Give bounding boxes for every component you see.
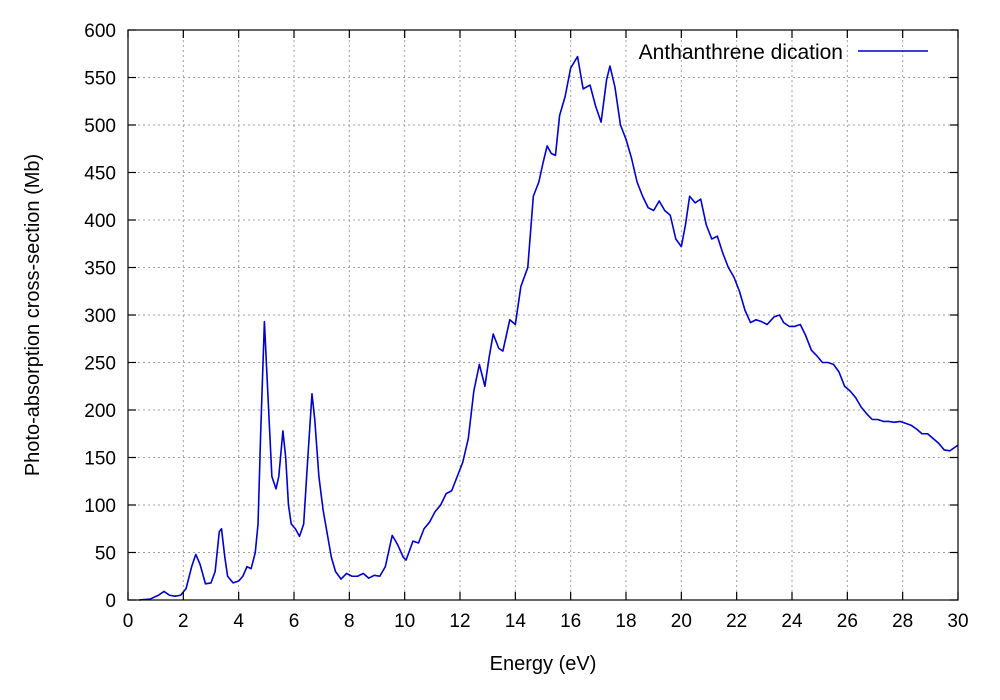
x-tick-label: 24: [781, 611, 803, 632]
x-tick-label: 28: [892, 611, 913, 632]
y-tick-label: 100: [84, 496, 116, 517]
x-tick-label: 4: [233, 611, 244, 632]
x-tick-label: 2: [178, 611, 189, 632]
y-tick-label: 450: [84, 164, 116, 185]
x-tick-layer: 0 2 4 6 8 10 12 14 16 18 20 22 24 26 28 30: [123, 30, 969, 632]
y-tick-label: 550: [84, 69, 116, 90]
x-tick-label: 12: [449, 611, 470, 632]
x-tick-label: 18: [615, 611, 636, 632]
x-tick-label: 6: [289, 611, 300, 632]
series-line: [139, 55, 959, 601]
x-tick-label: 0: [123, 611, 134, 632]
x-tick-label: 22: [726, 611, 747, 632]
y-tick-label: 600: [84, 21, 116, 42]
y-tick-label: 400: [84, 211, 116, 232]
x-axis-title: Energy (eV): [490, 653, 597, 675]
grid-layer: [128, 30, 958, 600]
y-axis-title: Photo-absorption cross-section (Mb): [22, 154, 44, 476]
y-tick-label: 300: [84, 306, 116, 327]
y-tick-label: 500: [84, 116, 116, 137]
y-tick-label: 50: [95, 544, 116, 565]
x-tick-label: 30: [947, 611, 968, 632]
x-tick-label: 26: [837, 611, 858, 632]
y-tick-label: 0: [105, 591, 116, 612]
y-tick-label: 150: [84, 449, 116, 470]
y-tick-label: 200: [84, 401, 116, 422]
series-layer: [139, 55, 959, 601]
x-tick-label: 20: [671, 611, 692, 632]
legend: Anthanthrene dication: [639, 41, 928, 64]
x-tick-label: 8: [344, 611, 355, 632]
y-tick-layer: 0 50 100 150 200 250 300 350 400 450 500 550 600: [84, 21, 958, 612]
x-tick-label: 14: [505, 611, 527, 632]
x-tick-label: 10: [394, 611, 415, 632]
x-tick-label: 16: [560, 611, 581, 632]
y-tick-label: 250: [84, 354, 116, 375]
legend-label: Anthanthrene dication: [639, 41, 843, 64]
y-tick-label: 350: [84, 259, 116, 280]
